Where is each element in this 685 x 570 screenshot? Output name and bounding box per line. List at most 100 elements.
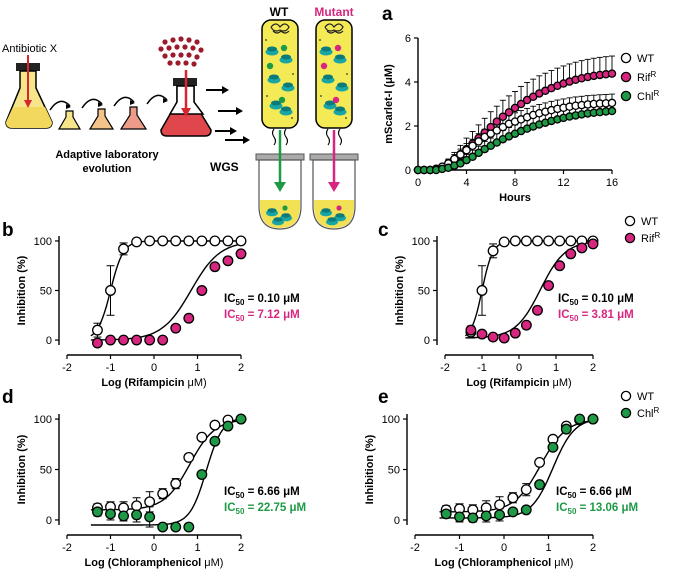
speckle [345,117,347,119]
data-point-chl [91,506,103,518]
drug-molecule-icon [334,44,342,52]
antibiotic-dot [198,47,204,53]
legend-label-rif: RifR [637,70,656,84]
chart-e: 0 50 100 -2 -1 0 1 2 Log (Chloramphenicol μM) Inh… [364,390,660,569]
x-tick-label: -2 [440,362,450,374]
panel-letter-a: a [382,4,393,25]
data-point-wt [105,285,116,296]
antibiotic-dot [182,44,188,50]
x-tick-label: 8 [512,177,518,189]
ic50-label-wt: IC50 = 0.10 μM [558,293,634,307]
data-point-wt [565,235,577,247]
data-point-chl [467,512,479,524]
x-tick-label: 0 [516,362,522,374]
data-point-rif [476,328,488,340]
data-point-rif [131,334,143,346]
data-point-rif [492,117,502,126]
data-point-wt [487,245,499,257]
data-point-wt [170,235,182,247]
antibiotic-dot [191,61,197,67]
data-point-wt [509,235,521,247]
antibiotic-dot [174,44,180,50]
legend-label-rif: RifR [641,231,660,245]
ic50-label-wt: IC50 = 6.66 μM [556,486,632,500]
antibiotic-dot [175,60,181,66]
drug-molecule-icon [278,96,286,104]
drug-molecule-icon [332,96,340,104]
y-tick-label: 0 [46,335,52,347]
panel-letter-b: b [2,220,14,241]
ic50-label-mut: IC50 = 3.81 μM [558,309,634,323]
y-tick-label: 50 [388,465,400,477]
data-point-wt [476,285,488,296]
data-point-rif [498,332,510,344]
data-point-wt [494,499,506,511]
ribosome-icon [271,100,281,106]
tube-mutant-icon [309,130,359,230]
dna-icon [324,23,344,32]
data-point-chl [105,508,116,520]
data-point-wt [183,235,195,247]
data-point-chl [520,504,532,516]
ribosome-icon [321,208,331,213]
y-axis-label: mScarlet-I (μM) [383,64,395,144]
ic50-label-mut: IC50 = 7.12 μM [224,309,300,323]
antibiotic-dot [170,37,176,43]
data-point-rif [196,285,208,296]
data-point-wt [196,235,208,247]
y-tick-label: 0 [405,165,411,177]
data-point-rif [554,260,566,272]
legend-marker-wt [620,52,632,64]
data-point-rif [105,334,116,346]
antibiotic-dot [162,39,168,45]
data-point-wt [157,488,169,500]
drug-molecule-icon [336,205,342,211]
data-point-chl [183,521,195,533]
x-tick-label: 0 [415,177,421,189]
ribosome-icon [283,82,293,88]
data-point-chl [607,106,617,116]
data-point-wt [131,236,143,248]
data-point-chl [222,420,234,432]
ribosome-icon [323,74,333,80]
y-tick-label: 100 [34,414,52,426]
evolution-label-line2: evolution [83,163,132,175]
antibiotic-dots-icon [158,36,204,67]
data-point-chl [157,521,169,533]
cell-contents-icon [265,23,349,146]
data-point-rif [209,261,221,273]
data-point-chl [587,413,599,425]
data-point-rif [607,69,617,78]
data-point-rif [509,327,521,339]
x-axis-label: Log (Chloramphenicol μM) [85,557,224,569]
antibiotic-dot [170,52,176,58]
ribosome-icon [267,46,277,52]
data-point-rif [222,255,234,267]
ribosome-icon [337,82,347,88]
data-point-chl [507,506,519,518]
x-tick-label: 16 [606,177,618,189]
x-tick-label: 2 [238,362,244,374]
x-tick-label: 1 [545,542,551,554]
data-point-wt [507,492,519,504]
data-point-rif [565,248,577,260]
data-point-rif [235,248,247,260]
data-point-wt [468,141,477,151]
data-point-chl [574,413,586,425]
legend-marker-chl [620,407,632,419]
data-point-chl [144,511,156,523]
speckle [266,95,268,97]
antibiotic-dot [183,60,189,66]
antibiotic-label: Antibiotic X [2,43,58,55]
x-tick-label: -1 [477,362,487,374]
antibiotic-dot [167,60,173,66]
data-point-rif [587,238,599,250]
antibiotic-dot [194,54,200,60]
ribosome-icon [281,213,291,218]
antibiotic-dot [158,46,164,52]
data-point-wt [520,235,532,247]
antibiotic-dot [190,45,196,51]
y-tick-label: 50 [40,465,52,477]
data-point-wt [131,500,143,512]
x-tick-label: 4 [463,177,469,189]
